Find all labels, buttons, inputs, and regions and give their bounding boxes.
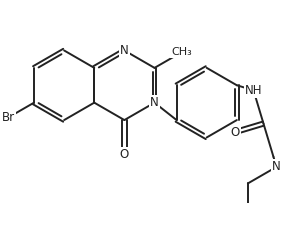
Text: CH₃: CH₃	[171, 47, 192, 57]
Text: N: N	[272, 160, 281, 174]
Text: NH: NH	[245, 84, 262, 97]
Text: N: N	[150, 96, 159, 109]
Text: Br: Br	[2, 111, 15, 124]
Text: O: O	[231, 126, 240, 139]
Text: N: N	[120, 44, 129, 57]
Text: O: O	[120, 148, 129, 161]
